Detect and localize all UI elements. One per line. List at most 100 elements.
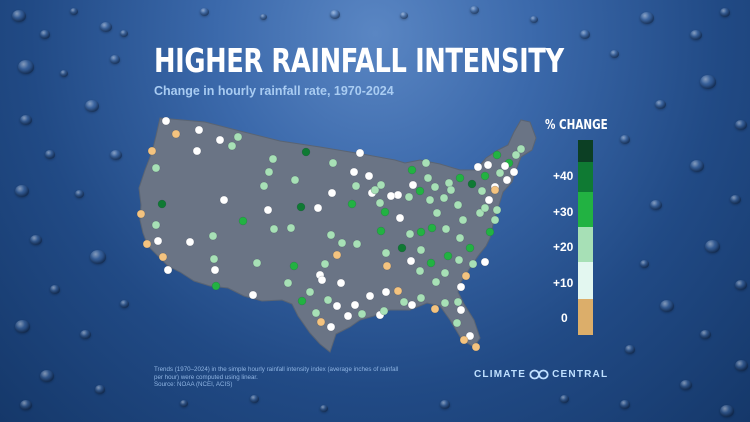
station-dot	[194, 125, 204, 135]
raindrop	[440, 400, 450, 409]
station-dot	[233, 132, 243, 142]
station-dot	[443, 251, 453, 261]
station-dot	[323, 295, 333, 305]
station-dot	[158, 252, 168, 262]
raindrop	[30, 235, 42, 246]
station-dot	[439, 193, 449, 203]
legend-swatch	[578, 140, 593, 162]
station-dot	[185, 237, 195, 247]
raindrop	[625, 345, 635, 354]
source-text: Source: NOAA (NCEI, ACIS)	[154, 381, 233, 388]
station-dot	[301, 147, 311, 157]
legend-swatch	[578, 299, 593, 335]
station-dot	[380, 207, 390, 217]
raindrop	[120, 30, 128, 37]
station-dot	[446, 185, 456, 195]
station-dot	[264, 167, 274, 177]
logo-text-left: CLIMATE	[474, 369, 527, 380]
raindrop	[660, 300, 674, 312]
logo-text-right: CENTRAL	[552, 369, 609, 380]
station-dot	[352, 239, 362, 249]
station-dot	[492, 205, 502, 215]
station-dot	[452, 318, 462, 328]
raindrop	[120, 300, 129, 308]
station-dot	[444, 178, 454, 188]
station-dot	[467, 179, 477, 189]
station-dot	[453, 200, 463, 210]
station-dot	[381, 287, 391, 297]
station-dot	[326, 230, 336, 240]
station-dot	[454, 255, 464, 265]
legend-label: +20	[553, 240, 574, 254]
station-dot	[263, 205, 273, 215]
station-dot	[147, 146, 157, 156]
raindrop	[110, 55, 120, 64]
station-dot	[453, 297, 463, 307]
raindrop	[50, 285, 60, 294]
raindrop	[400, 12, 408, 19]
station-dot	[471, 342, 481, 352]
station-dot	[465, 243, 475, 253]
infinity-logo-icon	[529, 369, 549, 380]
station-dot	[425, 195, 435, 205]
station-dot	[432, 208, 442, 218]
station-dot	[290, 175, 300, 185]
station-dot	[320, 259, 330, 269]
station-dot	[458, 215, 468, 225]
station-dot	[317, 275, 327, 285]
station-dot	[349, 167, 359, 177]
station-dot	[381, 248, 391, 258]
station-dot	[313, 203, 323, 213]
raindrop	[720, 405, 734, 417]
station-dot	[151, 220, 161, 230]
raindrop	[735, 120, 747, 131]
raindrop	[12, 10, 26, 22]
raindrop	[620, 400, 630, 409]
station-dot	[296, 202, 306, 212]
station-dot	[405, 229, 415, 239]
raindrop	[655, 100, 666, 110]
station-dot	[379, 306, 389, 316]
station-dot	[351, 181, 361, 191]
station-dot	[427, 223, 437, 233]
raindrop	[90, 250, 106, 264]
station-dot	[364, 171, 374, 181]
station-dot	[268, 154, 278, 164]
raindrop	[470, 6, 479, 14]
station-dot	[163, 265, 173, 275]
station-dot	[336, 278, 346, 288]
station-dot	[500, 161, 510, 171]
raindrop	[15, 320, 30, 333]
raindrop	[560, 395, 569, 403]
station-dot	[423, 173, 433, 183]
station-dot	[269, 224, 279, 234]
station-dot	[408, 180, 418, 190]
legend-label: +10	[553, 276, 574, 290]
raindrop	[85, 100, 99, 112]
raindrop	[15, 185, 29, 197]
station-dot	[332, 250, 342, 260]
station-dot	[376, 180, 386, 190]
station-dot	[386, 191, 396, 201]
station-dot	[459, 335, 469, 345]
climate-central-logo: CLIMATE CENTRAL	[474, 369, 608, 380]
station-dot	[209, 254, 219, 264]
station-dot	[289, 261, 299, 271]
station-dot	[297, 296, 307, 306]
station-dot	[461, 271, 471, 281]
station-dot	[365, 291, 375, 301]
station-dot	[430, 182, 440, 192]
raindrop	[690, 30, 702, 41]
raindrop	[40, 30, 50, 39]
station-dot	[430, 304, 440, 314]
station-dot	[283, 278, 293, 288]
station-dot	[473, 162, 483, 172]
station-dot	[252, 258, 262, 268]
station-dot	[511, 150, 521, 160]
legend-label: +30	[553, 205, 574, 219]
raindrop	[720, 8, 730, 17]
station-dot	[455, 173, 465, 183]
